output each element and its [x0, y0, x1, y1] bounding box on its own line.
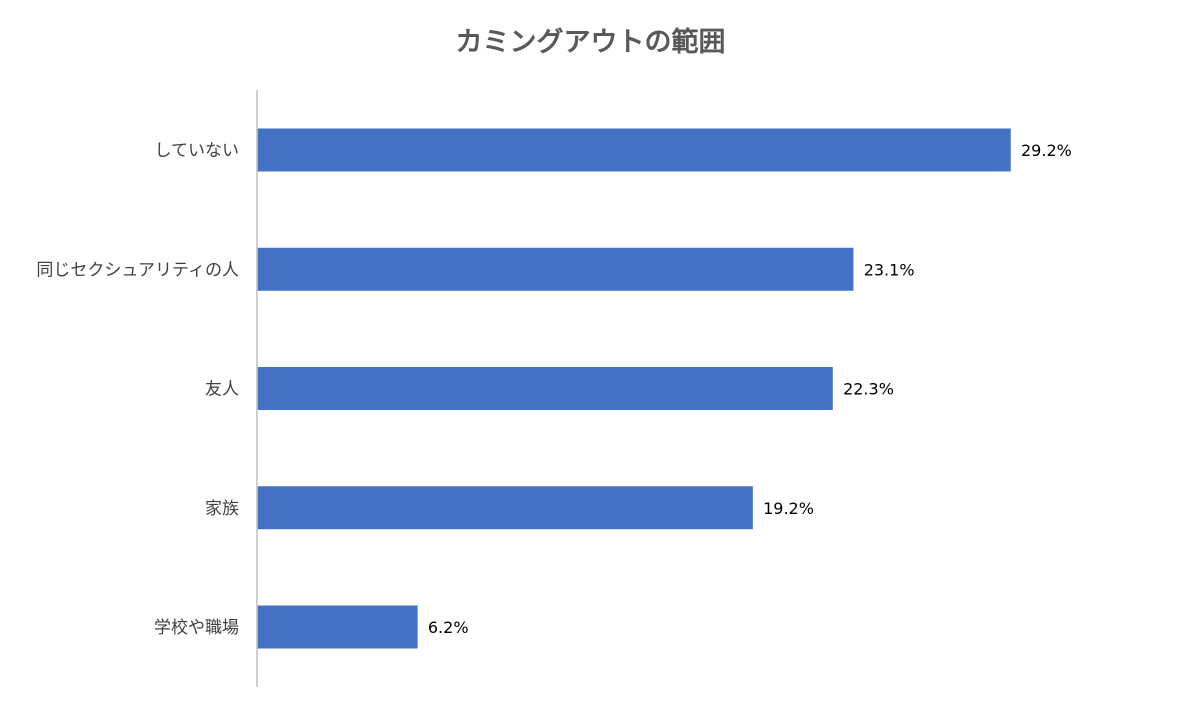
category-label-0: していない	[155, 141, 240, 161]
category-label-2: 友人	[205, 380, 239, 400]
value-label-0: 29.2%	[1021, 141, 1072, 160]
bar-3	[257, 486, 753, 530]
chart-title: カミングアウトの範囲	[455, 27, 726, 58]
category-label-1: 同じセクシュアリティの人	[36, 260, 239, 280]
bar-2	[257, 367, 833, 410]
value-label-2: 22.3%	[843, 380, 894, 399]
bar-4	[257, 605, 418, 649]
bar-0	[257, 128, 1011, 172]
value-label-3: 19.2%	[763, 499, 814, 518]
category-label-4: 学校や職場	[154, 618, 239, 638]
category-label-3: 家族	[205, 499, 239, 519]
value-label-4: 6.2%	[428, 618, 469, 637]
value-label-1: 23.1%	[864, 260, 915, 279]
bar-1	[257, 247, 854, 291]
